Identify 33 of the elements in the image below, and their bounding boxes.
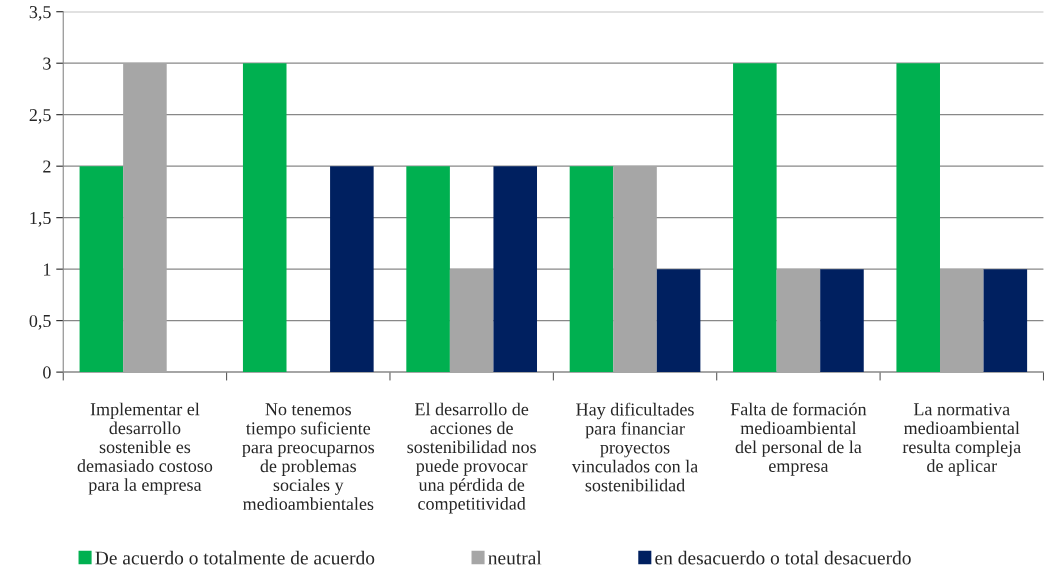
y-tick-label: 3 — [43, 57, 51, 70]
bar — [733, 63, 777, 373]
bar — [493, 166, 538, 373]
y-tick-label: 0,5 — [29, 314, 51, 330]
legend-label: De acuerdo o totalmente de acuerdo — [95, 550, 375, 565]
bar — [123, 63, 167, 373]
bar — [613, 166, 657, 373]
y-tick-label: 1,5 — [30, 212, 51, 227]
bar — [776, 269, 821, 373]
bar — [656, 269, 701, 373]
x-tick-label: El desarrollo de acciones de sostenibilidad nos puede provocar una pérdida de competitividad — [407, 402, 536, 514]
bar — [820, 269, 864, 373]
bar — [406, 166, 450, 373]
x-tick-label: No tenemos tiempo suficiente para preocuparnos de problemas sociales y medioambientales — [242, 403, 375, 511]
y-tick-label: 2 — [43, 160, 51, 173]
bar — [79, 166, 124, 373]
bar — [242, 63, 287, 373]
legend-label: en desacuerdo o total desacuerdo — [655, 550, 911, 565]
x-tick-label: Hay dificultades para financiar proyectos vinculados con la sostenibilidad — [571, 402, 698, 492]
bar — [330, 166, 374, 373]
y-tick-label: 1 — [44, 263, 51, 276]
x-tick-label: Implementar el desarrollo sostenible es demasiado costoso para la empresa — [77, 402, 213, 495]
x-tick-label: La normativa medioambiental resulta compleja de aplicar — [902, 403, 1021, 476]
y-tick-label: 3,5 — [29, 6, 51, 21]
x-tick-label: Falta de formación medioambiental del personal de la empresa — [730, 402, 867, 476]
bar — [569, 166, 614, 373]
bar — [939, 269, 984, 373]
y-tick-label: 0 — [43, 366, 51, 379]
bar — [896, 63, 940, 373]
y-tick-label: 2,5 — [29, 109, 51, 124]
legend-label: neutral — [488, 550, 542, 565]
bar — [983, 269, 1028, 373]
bar — [449, 269, 494, 373]
